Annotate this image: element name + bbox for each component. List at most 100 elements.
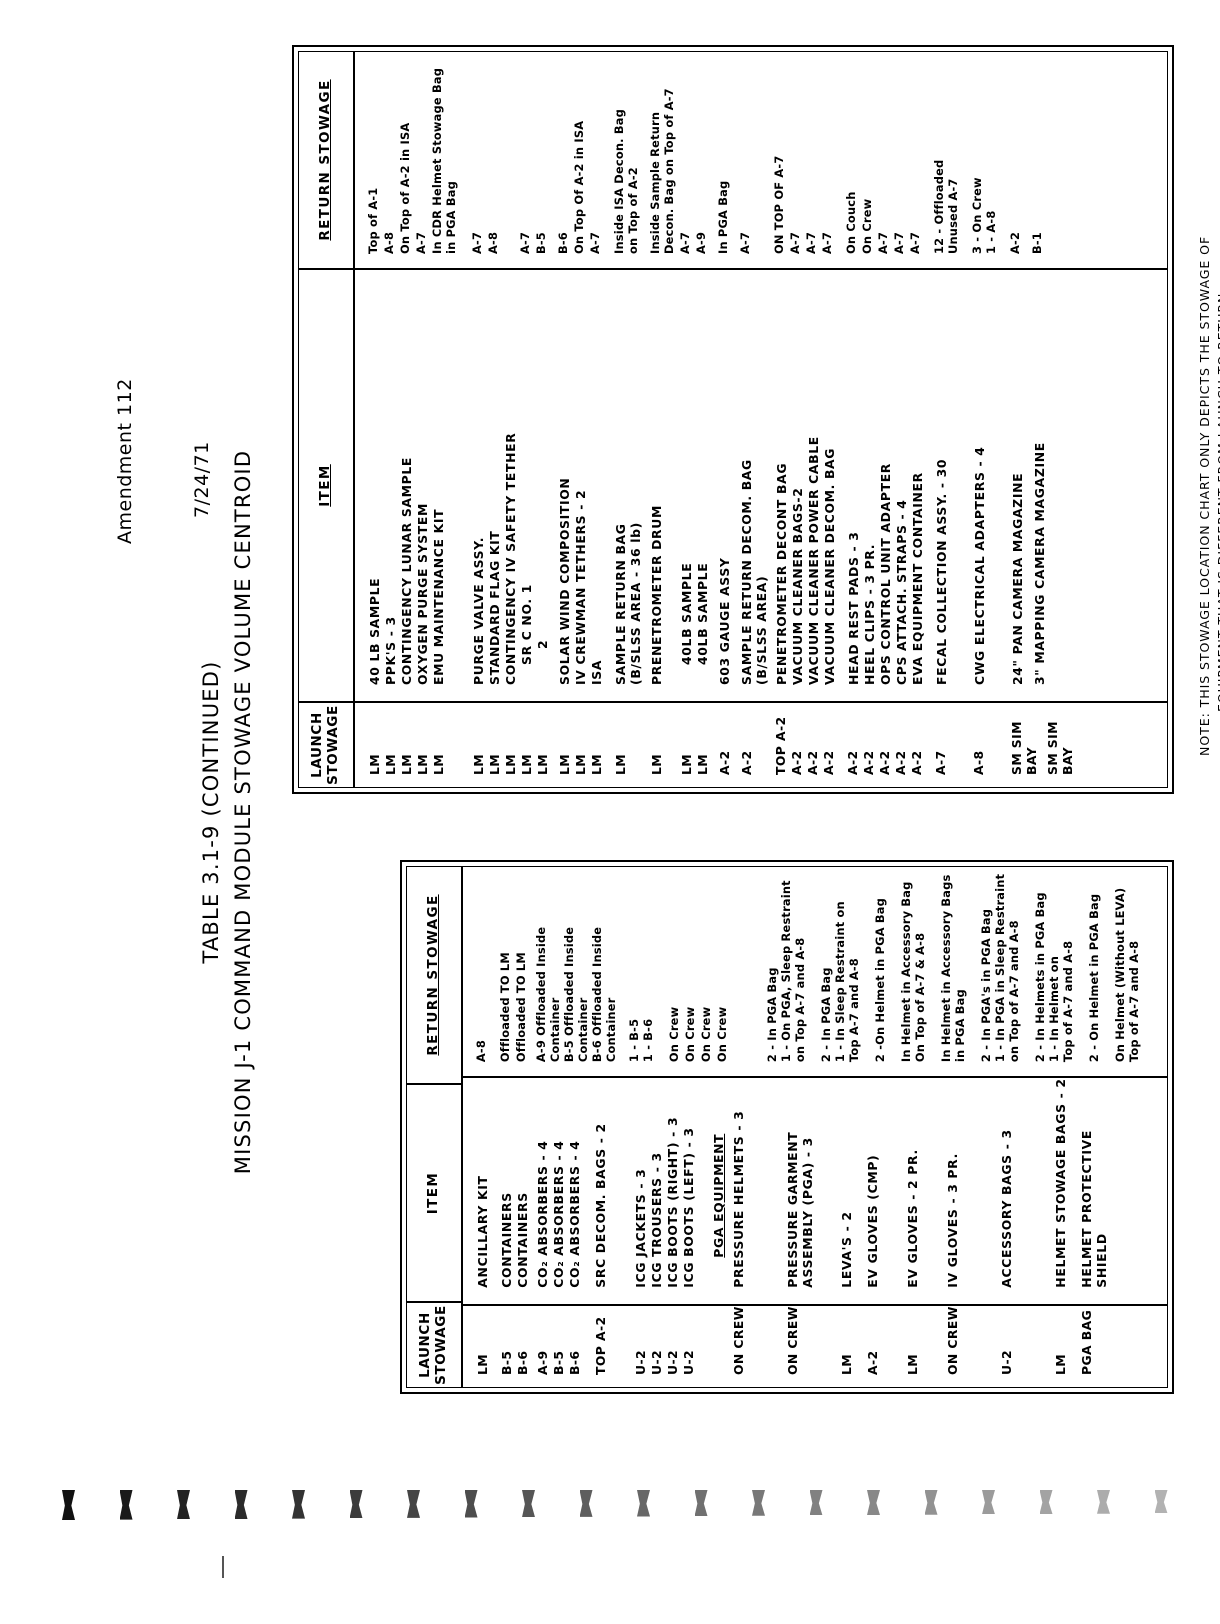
- cell-return-stowage: Top of A-1: [366, 187, 380, 254]
- cell-launch-stowage: A-2: [805, 750, 820, 775]
- table-header-row: LAUNCH STOWAGE ITEM RETURN STOWAGE: [299, 52, 355, 787]
- column-header-launch-stowage: LAUNCH STOWAGE: [299, 701, 353, 787]
- table-header-row: LAUNCH STOWAGE ITEM RETURN STOWAGE: [407, 867, 463, 1387]
- column-header-launch-stowage: LAUNCH STOWAGE: [407, 1301, 461, 1387]
- punch-mark: [119, 1490, 133, 1520]
- cell-item: OXYGEN PURGE SYSTEM: [415, 503, 430, 685]
- cell-return-stowage: On Crew: [699, 1006, 714, 1063]
- punch-mark: [579, 1490, 593, 1517]
- cell-launch-stowage: LM: [383, 753, 398, 775]
- cell-launch-stowage: TOP A-2: [593, 1316, 608, 1375]
- cell-return-stowage: Offloaded TO LM: [498, 952, 512, 1063]
- cell-return-stowage: A-7: [678, 231, 692, 254]
- cell-return-stowage: In PGA Bag: [716, 180, 730, 254]
- cell-return-stowage: B-1: [1030, 232, 1044, 254]
- punch-mark: [177, 1490, 190, 1520]
- cell-launch-stowage: LM: [573, 753, 588, 775]
- cell-launch-stowage: LM: [367, 753, 382, 775]
- cell-item: 3" MAPPING CAMERA MAGAZINE: [1031, 442, 1047, 685]
- cell-launch-stowage: LM: [475, 1353, 490, 1375]
- cell-return-stowage: On Crew: [715, 1006, 730, 1063]
- cell-return-stowage: On Top of A-2 in ISA: [398, 122, 412, 254]
- cell-launch-stowage: TOP A-2: [773, 716, 788, 775]
- cell-launch-stowage: LM: [589, 753, 604, 775]
- cell-return-stowage: A-7: [908, 231, 922, 254]
- cell-item: PRENETROMETER DRUM: [649, 505, 665, 685]
- scan-tick-mark: [222, 1556, 224, 1578]
- cell-launch-stowage: LM: [613, 753, 628, 775]
- document-page: Amendment 112 7/24/71 TABLE 3.1-9 (CONTI…: [114, 0, 1220, 1584]
- cell-return-stowage: A-7: [876, 231, 890, 254]
- cell-return-stowage: B-6 Offloaded Inside Container: [589, 926, 618, 1063]
- cell-item: HELMET STOWAGE BAGS - 2: [1053, 1078, 1068, 1288]
- cell-item: PRESSURE HELMETS - 3: [731, 1110, 746, 1288]
- cell-item: CONTINGENCY LUNAR SAMPLE: [399, 456, 414, 685]
- amendment-number: Amendment 112: [114, 378, 137, 544]
- cell-launch-stowage: A-2: [739, 750, 754, 775]
- column-header-return-stowage: RETURN STOWAGE: [425, 894, 442, 1056]
- cell-launch-stowage: U-2: [649, 1349, 664, 1375]
- cell-return-stowage: A-7: [414, 231, 428, 254]
- column-header-item: ITEM: [299, 268, 353, 701]
- cell-return-stowage: A-8: [474, 1040, 488, 1063]
- cell-item: PPK'S - 3: [383, 616, 398, 685]
- cell-return-stowage: 2 - In PGA Bag 1 - On PGA, Sleep Restrai…: [765, 880, 808, 1063]
- cell-item: CO₂ ABSORBERS - 4: [567, 1140, 582, 1288]
- cell-launch-stowage: LM: [519, 753, 534, 775]
- cell-return-stowage: On Helmet (Without LEVA) Top of A-7 and …: [1113, 887, 1142, 1063]
- page-title: TABLE 3.1-9 (CONTINUED) MISSION J-1 COMM…: [196, 0, 259, 1584]
- cell-launch-stowage: PGA BAG: [1079, 1309, 1094, 1375]
- cell-launch-stowage: LM: [557, 753, 572, 775]
- punch-mark: [522, 1490, 535, 1518]
- cell-launch-stowage: LM: [503, 753, 518, 775]
- cell-return-stowage: A-7: [588, 231, 602, 254]
- punch-mark: [1097, 1490, 1110, 1514]
- stowage-table-main: LAUNCH STOWAGE ITEM RETURN STOWAGE LM LM LM…: [292, 45, 1174, 794]
- cell-item: SRC DECOM. BAGS - 2: [593, 1123, 608, 1288]
- cell-return-stowage: A-7: [738, 231, 752, 254]
- punch-mark: [1039, 1490, 1053, 1515]
- cell-launch-stowage: A-2: [789, 750, 804, 775]
- cell-launch-stowage: LM: [695, 753, 710, 775]
- column-launch-stowage: LM LM LM LM LM LM LM LM LM LM LM LM LM LM LM LM LM A-2 A-2…: [355, 701, 1167, 787]
- cell-return-stowage: In Helmet in Accessory Bag On Top of A-7…: [899, 881, 928, 1063]
- cell-launch-stowage: B-6: [567, 1350, 582, 1375]
- cell-launch-stowage: LM: [1053, 1353, 1068, 1375]
- cell-return-stowage: A-9 Offloaded Inside Container: [534, 926, 562, 1063]
- table-title: TABLE 3.1-9 (CONTINUED): [199, 660, 223, 964]
- rotated-page-stage: Amendment 112 7/24/71 TABLE 3.1-9 (CONTI…: [114, 0, 1220, 1584]
- cell-return-stowage: In Helmet in Accessory Bags in PGA Bag: [939, 874, 968, 1063]
- cell-return-stowage: Inside ISA Decon. Bag on Top of A-2: [612, 109, 640, 254]
- cell-return-stowage: 2 - In Helmets in PGA Bag 1 - In Helmet …: [1033, 892, 1076, 1063]
- cell-item: EMU MAINTENANCE KIT: [431, 508, 446, 685]
- cell-return-stowage: On Crew: [860, 198, 874, 254]
- cell-return-stowage: A-7: [892, 231, 906, 254]
- cell-launch-stowage: LM: [839, 1353, 854, 1375]
- cell-launch-stowage: LM: [415, 753, 430, 775]
- cell-launch-stowage: SM SIM BAY: [1009, 721, 1040, 775]
- cell-launch-stowage: A-2: [893, 750, 908, 775]
- cell-launch-stowage: A-2: [877, 750, 892, 775]
- column-launch-stowage: LM B-5 B-6 A-9 B-5 B-6 TOP A-2 U-2 U-2 U-2 U-2 ON C…: [463, 1303, 1167, 1387]
- table-subtitle: MISSION J-1 COMMAND MODULE STOWAGE VOLUM…: [230, 449, 255, 1175]
- cell-item: CONTAINERS: [499, 1192, 514, 1288]
- cell-return-stowage: B-5: [534, 232, 548, 254]
- cell-return-stowage: B-6: [556, 232, 570, 254]
- cell-launch-stowage: B-5: [551, 1350, 566, 1375]
- cell-return-stowage: In CDR Helmet Stowage Bag in PGA Bag: [430, 67, 458, 254]
- cell-item: CWG ELECTRICAL ADAPTERS - 4: [971, 446, 987, 685]
- cell-launch-stowage: U-2: [999, 1349, 1014, 1375]
- cell-item: 24" PAN CAMERA MAGAZINE: [1009, 472, 1025, 685]
- cell-item: VACUUM CLEANER DECOM. BAG: [821, 447, 837, 685]
- cell-item: CO₂ ABSORBERS - 4: [535, 1140, 550, 1288]
- cell-return-stowage: A-8: [486, 231, 500, 254]
- stowage-table-continued: LAUNCH STOWAGE ITEM RETURN STOWAGE LM B-5 B…: [400, 860, 1174, 1394]
- cell-launch-stowage: A-2: [845, 750, 860, 775]
- cell-return-stowage: 2 - In PGA Bag 1 - In Sleep Restraint on…: [819, 901, 862, 1063]
- cell-launch-stowage: ON CREW: [945, 1306, 960, 1375]
- cell-return-stowage: 2 - On Helmet in PGA Bag: [1087, 893, 1102, 1063]
- column-item: ANCILLARY KIT CONTAINERS CONTAINERS CO₂ ABS…: [463, 1076, 1167, 1304]
- cell-return-stowage: On Couch: [844, 191, 858, 254]
- cell-item: EVA EQUIPMENT CONTAINER: [909, 472, 925, 685]
- cell-return-stowage: 1 - B-5 1 - B-6: [627, 1018, 656, 1063]
